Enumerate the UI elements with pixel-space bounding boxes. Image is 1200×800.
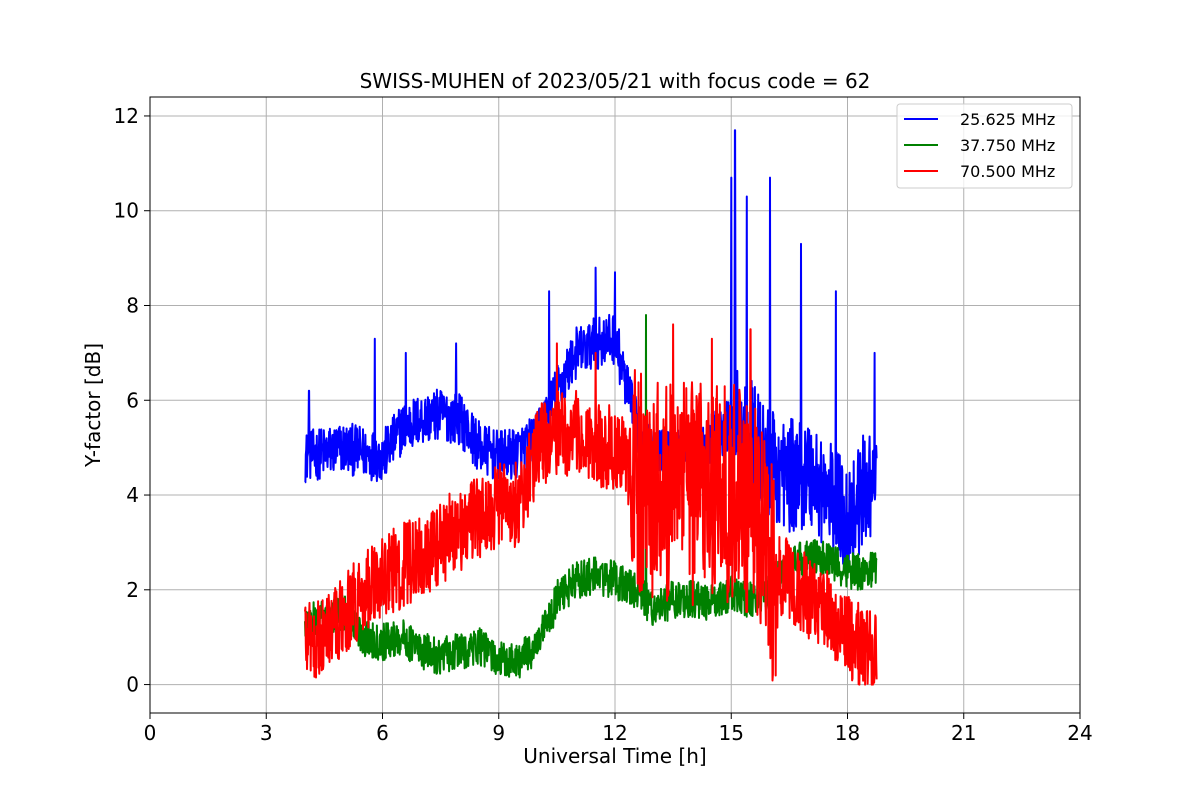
x-tick-label: 0 xyxy=(144,721,157,745)
x-axis-label: Universal Time [h] xyxy=(523,744,706,768)
y-tick-label: 8 xyxy=(126,293,139,317)
y-tick-label: 10 xyxy=(114,199,139,223)
y-axis-ticks: 0 2 4 6 8 10 12 xyxy=(114,104,150,697)
x-tick-label: 18 xyxy=(835,721,860,745)
y-tick-label: 12 xyxy=(114,104,139,128)
y-tick-label: 0 xyxy=(126,673,139,697)
x-tick-label: 9 xyxy=(492,721,505,745)
x-tick-label: 6 xyxy=(376,721,389,745)
series-line-1 xyxy=(304,129,878,565)
x-tick-label: 24 xyxy=(1067,721,1092,745)
series-line-3 xyxy=(304,323,878,686)
x-tick-label: 15 xyxy=(719,721,744,745)
legend-label-1: 25.625 MHz xyxy=(960,110,1055,129)
y-tick-label: 2 xyxy=(126,578,139,602)
legend-label-3: 70.500 MHz xyxy=(960,162,1055,181)
legend-box xyxy=(896,103,1073,189)
x-tick-label: 12 xyxy=(602,721,627,745)
legend-label-2: 37.750 MHz xyxy=(960,136,1055,155)
series-layer xyxy=(304,129,878,686)
y-tick-label: 4 xyxy=(126,483,139,507)
x-tick-label: 21 xyxy=(951,721,976,745)
x-axis-ticks: 0 3 6 9 12 15 18 21 24 xyxy=(144,713,1093,745)
legend: 25.625 MHz 37.750 MHz 70.500 MHz xyxy=(896,103,1073,189)
x-tick-label: 3 xyxy=(260,721,273,745)
y-axis-label: Y-factor [dB] xyxy=(81,343,105,468)
y-tick-label: 6 xyxy=(126,388,139,412)
chart-title: SWISS-MUHEN of 2023/05/21 with focus cod… xyxy=(360,69,871,93)
